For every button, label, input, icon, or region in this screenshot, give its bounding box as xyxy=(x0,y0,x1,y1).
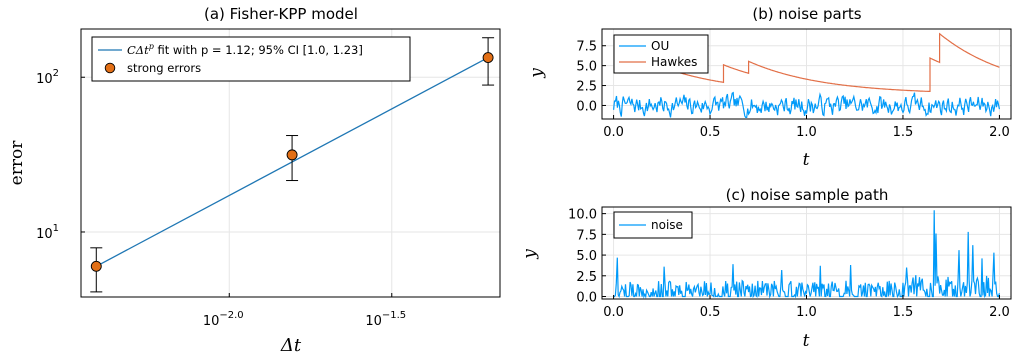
panel-c-xlabel: t xyxy=(803,331,810,351)
strong-error-point xyxy=(286,149,298,161)
panel-b-legend: OU Hawkes xyxy=(613,34,709,74)
panel-noise-sample-path: (c) noise sample path 0.0 0.5 1.0 1.5 2.00.0… xyxy=(520,186,1012,351)
c-x-tick-label: 2.0 xyxy=(989,305,1010,320)
a-x-tick-base: 10 xyxy=(203,314,220,329)
legend-noise-label: noise xyxy=(651,218,683,232)
panel-a-ylabel: error xyxy=(7,140,27,186)
panel-a-xlabel: Δt xyxy=(280,335,302,356)
a-y-tick-label: 102 xyxy=(36,68,59,87)
noise-series-line xyxy=(613,210,1000,299)
b-y-tick-label: 7.5 xyxy=(576,40,597,55)
b-y-tick-label: 2.5 xyxy=(576,80,597,95)
panel-a-plot-area xyxy=(90,37,495,293)
panel-b-ylabel: y xyxy=(527,68,547,79)
legend-points-label: strong errors xyxy=(127,61,201,75)
legend-fit-label-sup: p xyxy=(149,42,154,51)
panel-c-legend: noise xyxy=(613,211,693,239)
legend-fit-label: CΔtp fit with p = 1.12; 95% CI [1.0, 1.2… xyxy=(127,42,363,57)
panel-c-ylabel: y xyxy=(520,249,540,260)
legend-points-swatch xyxy=(104,62,116,74)
panel-a-title: (a) Fisher-KPP model xyxy=(204,5,358,23)
strong-error-point xyxy=(90,260,102,272)
c-x-tick-label: 1.5 xyxy=(893,305,914,320)
legend-ou-label: OU xyxy=(651,39,669,53)
a-x-tick-label: 10−2.0 xyxy=(203,310,244,329)
panel-b-legend-box xyxy=(613,34,709,74)
a-y-tick-base: 10 xyxy=(36,72,53,87)
legend-fit-label-math: CΔt xyxy=(127,43,149,57)
b-x-tick-label: 0.5 xyxy=(700,125,721,140)
a-y-tick-base: 10 xyxy=(36,227,53,242)
panel-fisher-kpp: (a) Fisher-KPP model 10−2.0 10−1.5101102 … xyxy=(7,5,501,356)
c-x-tick-label: 1.0 xyxy=(796,305,817,320)
panel-b-xlabel: t xyxy=(803,150,810,170)
a-x-tick-exp: −1.5 xyxy=(382,310,406,321)
panel-c-plot-area xyxy=(613,210,1000,299)
c-y-tick-label: 0.0 xyxy=(576,291,597,306)
a-y-tick-exp: 1 xyxy=(53,223,59,234)
panel-a-frame xyxy=(80,28,501,298)
panel-b-title: (b) noise parts xyxy=(752,5,861,23)
legend-hawkes-label: Hawkes xyxy=(651,55,697,69)
c-y-tick-label: 10.0 xyxy=(568,208,597,223)
panel-a-legend: CΔtp fit with p = 1.12; 95% CI [1.0, 1.2… xyxy=(91,36,411,82)
panel-b-ticks: 0.0 0.5 1.0 1.5 2.0 0.0 2.5 5.0 7.5 xyxy=(576,40,1009,140)
c-y-tick-label: 7.5 xyxy=(576,228,597,243)
b-y-tick-label: 5.0 xyxy=(576,60,597,75)
ou-series-line xyxy=(613,91,1000,118)
a-x-tick-exp: −2.0 xyxy=(219,310,243,321)
b-x-tick-label: 1.0 xyxy=(796,125,817,140)
b-x-tick-label: 1.5 xyxy=(893,125,914,140)
b-x-tick-label: 2.0 xyxy=(989,125,1010,140)
b-y-tick-label: 0.0 xyxy=(576,99,597,114)
panel-noise-parts: (b) noise parts 0.0 0.5 1.0 1.5 2.0 0.0 2.5 5.0… xyxy=(527,5,1012,170)
a-y-tick-label: 101 xyxy=(36,223,59,242)
b-x-tick-label: 0.0 xyxy=(603,125,624,140)
legend-fit-label-rest: fit with p = 1.12; 95% CI [1.0, 1.23] xyxy=(154,43,363,57)
c-x-tick-label: 0.0 xyxy=(603,305,624,320)
a-x-tick-label: 10−1.5 xyxy=(365,310,406,329)
c-y-tick-label: 5.0 xyxy=(576,249,597,264)
a-y-tick-exp: 2 xyxy=(53,68,59,79)
panel-a-legend-box xyxy=(91,36,411,82)
panel-c-ticks: 0.0 0.5 1.0 1.5 2.0 0.0 2.5 5.0 7.5 10.0 xyxy=(568,208,1010,320)
c-x-tick-label: 0.5 xyxy=(700,305,721,320)
panel-c-title: (c) noise sample path xyxy=(726,186,889,204)
a-x-tick-base: 10 xyxy=(365,314,382,329)
strong-error-point xyxy=(482,52,494,64)
c-y-tick-label: 2.5 xyxy=(576,270,597,285)
